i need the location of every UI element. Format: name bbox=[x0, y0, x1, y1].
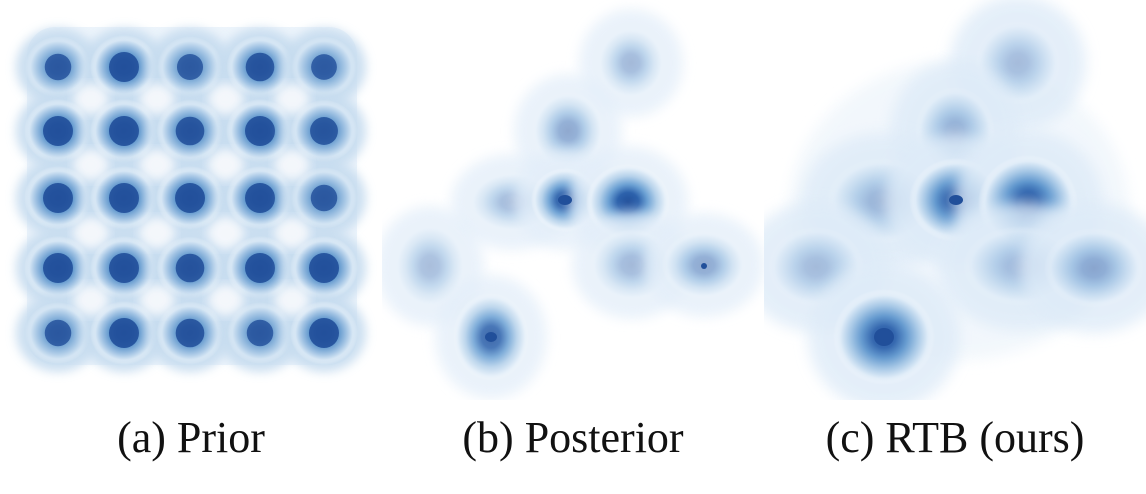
panel-rtb: (c) RTB (ours) bbox=[764, 0, 1146, 494]
posterior-mode-core bbox=[485, 332, 497, 342]
caption-prior: (a) Prior bbox=[117, 413, 265, 462]
prior-gap bbox=[209, 218, 243, 248]
posterior-mode-core bbox=[558, 195, 572, 205]
prior-gap bbox=[140, 285, 174, 315]
prior-gap bbox=[209, 150, 243, 180]
prior-gap bbox=[74, 150, 108, 180]
prior-mode-core bbox=[44, 53, 72, 81]
rtb-density-plot bbox=[764, 0, 1146, 400]
prior-mode-core bbox=[175, 253, 205, 283]
prior-mode-core bbox=[43, 183, 73, 213]
prior-gap bbox=[74, 218, 108, 248]
prior-gap bbox=[275, 84, 309, 114]
prior-gap bbox=[140, 84, 174, 114]
prior-density-plot bbox=[0, 0, 382, 400]
panel-prior: (a) Prior bbox=[0, 0, 382, 494]
rtb-mode-core bbox=[874, 328, 894, 346]
prior-gap bbox=[209, 84, 243, 114]
prior-gap bbox=[74, 84, 108, 114]
prior-mode-core bbox=[246, 319, 274, 347]
prior-gap bbox=[275, 285, 309, 315]
prior-gap bbox=[209, 285, 243, 315]
prior-mode-core bbox=[245, 52, 275, 82]
posterior-density-plot bbox=[382, 0, 764, 400]
prior-mode-core bbox=[310, 184, 338, 212]
prior-mode-core bbox=[109, 116, 139, 146]
posterior-mode bbox=[597, 27, 665, 99]
prior-mode-core bbox=[311, 54, 337, 80]
prior-mode-core bbox=[176, 53, 204, 81]
prior-mode-core bbox=[245, 183, 275, 213]
rtb-density-svg bbox=[764, 0, 1146, 400]
prior-mode-core bbox=[109, 183, 139, 213]
posterior-density-svg bbox=[382, 9, 764, 399]
prior-gap bbox=[74, 285, 108, 315]
prior-mode-core bbox=[310, 117, 338, 145]
prior-mode-core bbox=[175, 116, 205, 146]
prior-density-svg bbox=[16, 27, 366, 372]
prior-gap bbox=[275, 150, 309, 180]
prior-mode-core bbox=[109, 253, 139, 283]
prior-mode-core bbox=[43, 116, 73, 146]
panel-posterior: (b) Posterior bbox=[382, 0, 764, 494]
prior-gap bbox=[140, 218, 174, 248]
prior-mode-core bbox=[245, 116, 275, 146]
prior-mode-core bbox=[109, 318, 139, 348]
prior-mode-core bbox=[43, 253, 73, 283]
prior-mode-core bbox=[44, 319, 72, 347]
posterior-mode-core bbox=[701, 263, 707, 269]
prior-gap bbox=[275, 218, 309, 248]
prior-mode-core bbox=[309, 253, 339, 283]
rtb-mode bbox=[1044, 228, 1144, 308]
prior-mode-core bbox=[109, 52, 139, 82]
prior-mode-core bbox=[175, 318, 205, 348]
posterior-mode bbox=[394, 224, 466, 308]
caption-posterior: (b) Posterior bbox=[462, 413, 684, 462]
rtb-mode-core bbox=[949, 195, 963, 205]
caption-rtb: (c) RTB (ours) bbox=[825, 413, 1085, 462]
prior-mode-core bbox=[309, 318, 339, 348]
prior-mode-core bbox=[175, 183, 205, 213]
prior-gap bbox=[140, 150, 174, 180]
posterior-mode bbox=[532, 92, 604, 170]
prior-mode-core bbox=[245, 253, 275, 283]
